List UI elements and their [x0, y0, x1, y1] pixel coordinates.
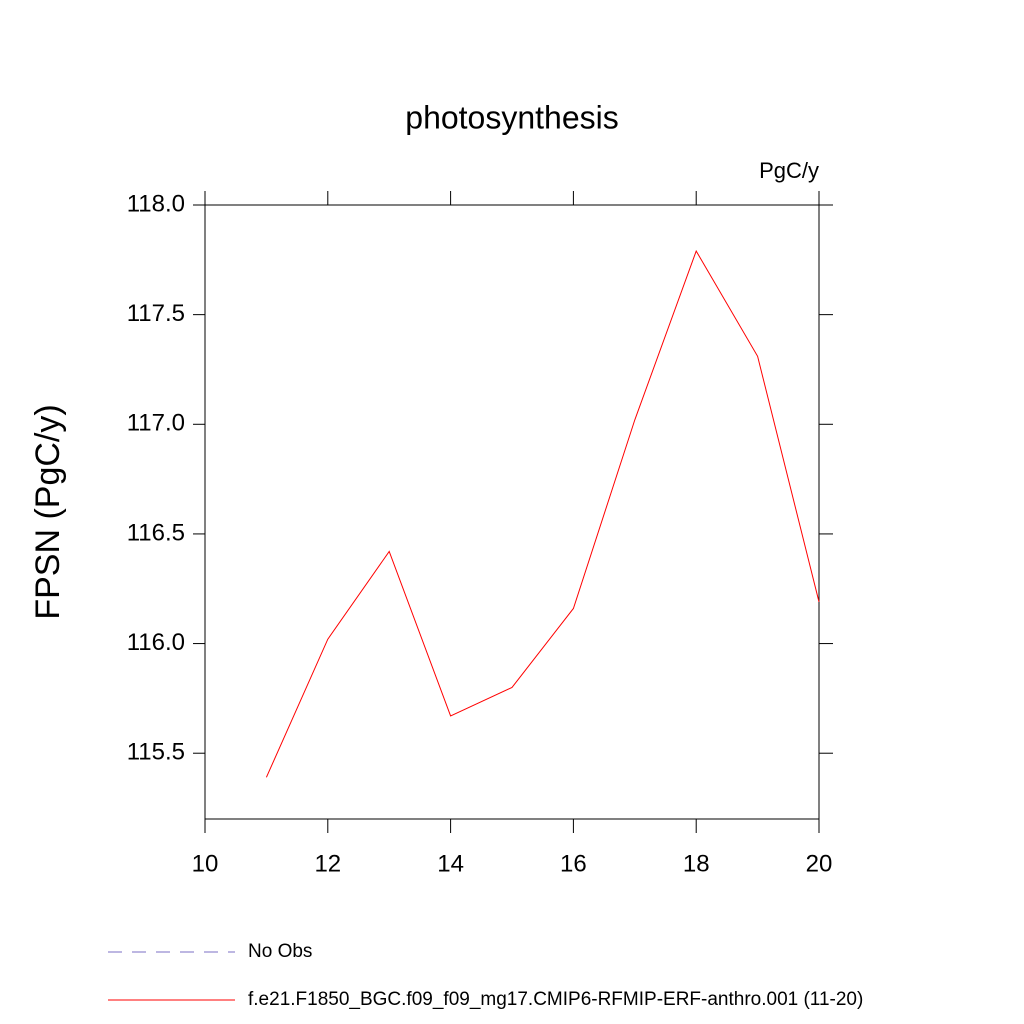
y-tick-label: 116.0 [127, 629, 185, 656]
x-tick-label: 12 [314, 850, 341, 877]
y-tick-label: 118.0 [127, 190, 185, 217]
x-tick-label: 16 [560, 850, 587, 877]
series-line [265, 249, 820, 778]
units-label: PgC/y [759, 158, 819, 183]
x-tick-label: 10 [192, 850, 219, 877]
y-tick-label: 115.5 [127, 739, 185, 766]
legend-label: f.e21.F1850_BGC.f09_f09_mg17.CMIP6-RFMIP… [248, 989, 863, 1010]
x-tick-label: 18 [683, 850, 710, 877]
y-tick-label: 116.5 [127, 519, 185, 546]
chart-title: photosynthesis [405, 99, 618, 135]
y-tick-label: 117.0 [127, 410, 185, 437]
y-axis-label: FPSN (PgC/y) [29, 404, 67, 619]
y-tick-label: 117.5 [127, 300, 185, 327]
x-tick-label: 14 [437, 850, 464, 877]
plot-frame [204, 204, 820, 820]
legend-label: No Obs [248, 941, 312, 962]
x-tick-label: 20 [806, 850, 833, 877]
